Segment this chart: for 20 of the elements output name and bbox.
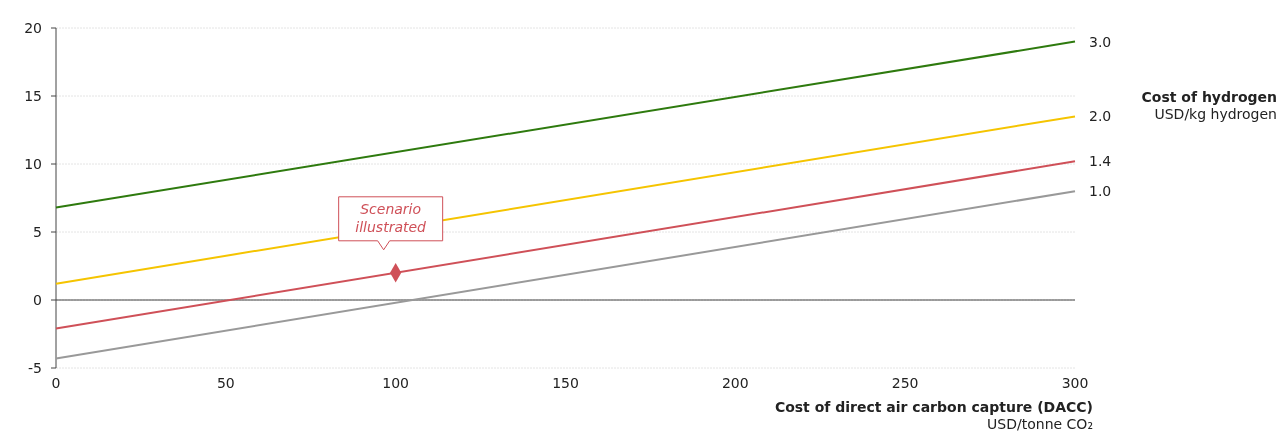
x-tick-label: 0 [51,375,61,391]
series-label: 3.0 [1089,33,1112,50]
x-tick-label: 100 [382,375,410,391]
legend-title: Cost of hydrogen USD/kg hydrogen [1141,89,1277,122]
x-tick-label: 250 [891,375,919,391]
series-label: 1.0 [1089,183,1112,200]
y-tick-label: 20 [24,19,42,36]
x-tick-label: 300 [1061,375,1089,391]
y-tick-label: 5 [33,223,42,240]
y-tick-label: -5 [28,359,42,376]
x-tick-label: 150 [552,375,579,391]
x-tick-label: 50 [216,375,235,391]
x-axis-title: Cost of direct air carbon capture (DACC) USD/tonne CO₂ [774,399,1093,432]
y-tick-label: 15 [24,87,42,104]
series-label: 2.0 [1089,108,1112,125]
x-tick-label: 200 [721,375,749,391]
y-tick-label: 0 [33,291,42,308]
series-label: 1.4 [1089,153,1112,170]
y-tick-label: 10 [24,155,42,172]
annotation: Scenario illustrated [355,200,427,235]
